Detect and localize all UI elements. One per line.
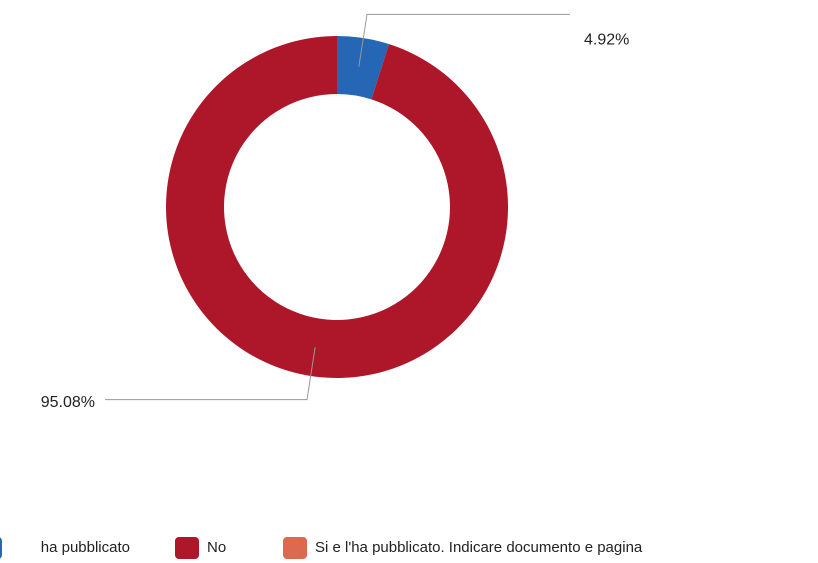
slice: [166, 36, 509, 378]
legend-label: ha pubblicato: [41, 539, 130, 556]
legend-swatch: [283, 537, 307, 559]
data-label: 95.08%: [41, 394, 95, 411]
legend-swatch: [175, 537, 199, 559]
legend-label: No: [207, 539, 226, 556]
legend-label: Si e l'ha pubblicato. Indicare documento…: [315, 539, 643, 556]
slice: [337, 36, 390, 100]
data-label: 4.92%: [584, 32, 629, 49]
legend-swatch: [0, 537, 2, 559]
leader-line: [105, 347, 316, 401]
leader-line: [358, 13, 570, 67]
